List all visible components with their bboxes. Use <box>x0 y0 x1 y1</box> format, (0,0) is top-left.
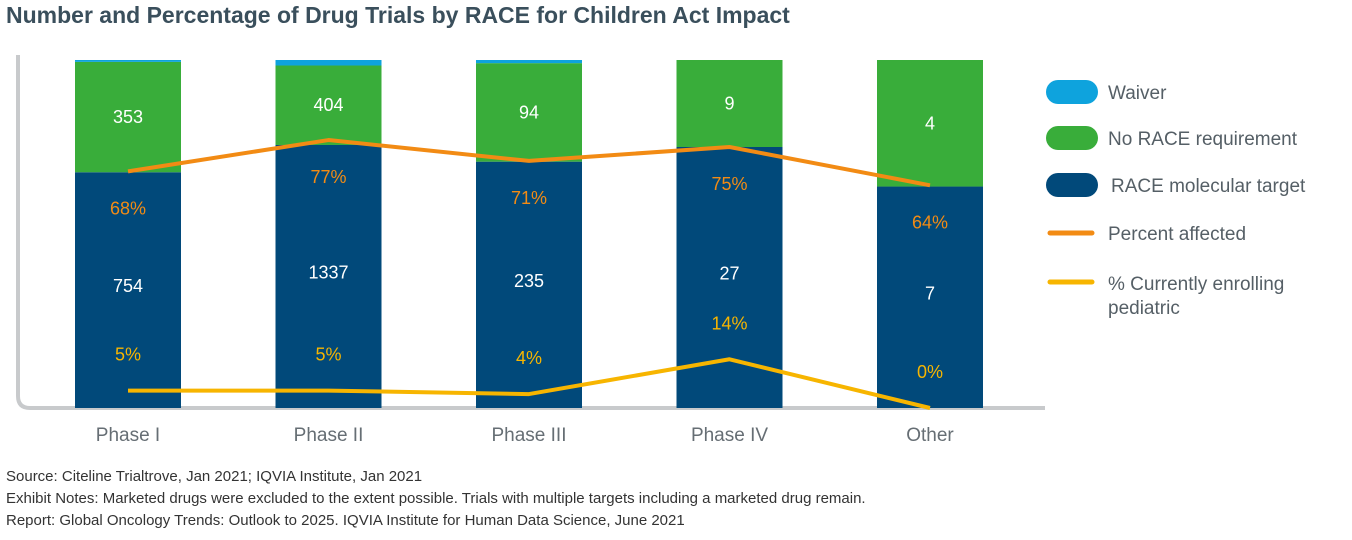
no-race-value-label: 353 <box>113 107 143 127</box>
bar-race-target <box>75 172 181 408</box>
currently-enrolling-line <box>128 357 931 410</box>
legend-label-waiver: Waiver <box>1108 83 1167 104</box>
race-target-value-label: 27 <box>719 264 739 284</box>
currently-enrolling-label: 4% <box>516 348 542 368</box>
race-target-value-label: 1337 <box>308 262 348 282</box>
category-label: Phase II <box>294 425 364 446</box>
bar-waiver <box>275 60 382 66</box>
percent-affected-line <box>127 138 931 188</box>
bar-race-target <box>877 186 983 408</box>
bar-no-race <box>877 60 983 187</box>
percent-affected-label: 75% <box>711 174 747 194</box>
currently-enrolling-label: 5% <box>115 345 141 365</box>
percent-affected-label: 77% <box>310 167 346 187</box>
bar-race-target <box>275 144 382 408</box>
exhibit-note: Exhibit Notes: Marketed drugs were exclu… <box>6 490 866 507</box>
report-note: Report: Global Oncology Trends: Outlook … <box>6 512 685 529</box>
legend-label-currently-enrolling: % Currently enrolling pediatric <box>1108 274 1284 319</box>
legend-label-percent-affected: Percent affected <box>1108 224 1246 245</box>
chart-notes: Source: Citeline Trialtrove, Jan 2021; I… <box>6 466 866 532</box>
bar-no-race <box>275 65 382 145</box>
legend-label-no-race: No RACE requirement <box>1108 129 1298 150</box>
legend-swatch-race-target <box>1046 173 1098 197</box>
race-target-value-label: 7 <box>925 283 935 303</box>
chart-axis <box>16 55 1045 410</box>
category-label: Phase IV <box>691 425 768 446</box>
source-note: Source: Citeline Trialtrove, Jan 2021; I… <box>6 468 423 485</box>
bar-no-race <box>476 63 582 162</box>
category-label: Phase I <box>96 425 160 446</box>
category-label: Phase III <box>492 425 567 446</box>
currently-enrolling-label: 5% <box>315 345 341 365</box>
currently-enrolling-label: 0% <box>917 362 943 382</box>
legend-swatch-waiver <box>1046 80 1098 104</box>
no-race-value-label: 9 <box>724 94 734 114</box>
legend-swatch-no-race <box>1046 126 1098 150</box>
no-race-value-label: 94 <box>519 102 539 122</box>
category-label: Other <box>906 425 954 446</box>
no-race-value-label: 4 <box>925 113 935 133</box>
percent-affected-label: 68% <box>110 198 146 218</box>
percent-affected-label: 71% <box>511 188 547 208</box>
bar-waiver <box>476 60 582 64</box>
chart-title: Number and Percentage of Drug Trials by … <box>6 2 790 28</box>
no-race-value-label: 404 <box>313 95 343 115</box>
bar-no-race <box>75 61 181 173</box>
percent-affected-label: 64% <box>912 212 948 232</box>
bar-no-race <box>676 60 783 147</box>
bar-race-target <box>476 161 582 408</box>
bar-waiver <box>75 60 181 62</box>
currently-enrolling-label: 14% <box>711 313 747 333</box>
race-target-value-label: 235 <box>514 271 544 291</box>
race-target-value-label: 754 <box>113 276 143 296</box>
legend-label-race-target: RACE molecular target <box>1111 176 1306 197</box>
